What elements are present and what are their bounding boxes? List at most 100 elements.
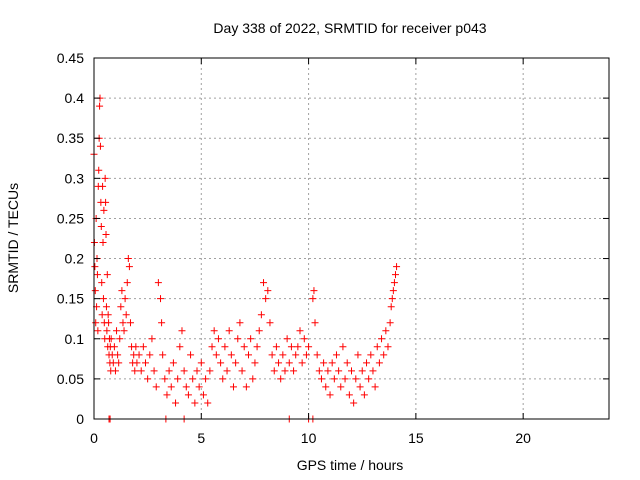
data-point xyxy=(387,303,395,311)
y-tick-label: 0.15 xyxy=(57,291,84,307)
data-point xyxy=(91,287,99,295)
data-point xyxy=(159,351,167,359)
data-point xyxy=(92,319,100,327)
data-point xyxy=(270,367,278,375)
data-point xyxy=(240,343,248,351)
data-point xyxy=(94,327,102,335)
y-tick-label: 0 xyxy=(76,411,84,427)
data-point xyxy=(178,327,186,335)
data-point xyxy=(102,303,110,311)
data-point xyxy=(115,359,123,367)
data-point xyxy=(358,367,366,375)
data-point xyxy=(221,343,229,351)
data-point xyxy=(283,335,291,343)
data-point xyxy=(232,359,240,367)
x-tick-label: 15 xyxy=(408,430,424,446)
data-point xyxy=(187,351,195,359)
data-point xyxy=(204,399,212,407)
data-point xyxy=(343,359,351,367)
data-point xyxy=(95,166,103,174)
data-point xyxy=(238,367,246,375)
data-point xyxy=(369,367,377,375)
data-point xyxy=(217,359,225,367)
x-tick-labels: 0 5 10 15 20 xyxy=(90,430,531,446)
data-point xyxy=(294,343,302,351)
grid-lines xyxy=(94,58,609,419)
data-point xyxy=(182,383,190,391)
data-point xyxy=(363,359,371,367)
data-point xyxy=(96,142,104,150)
data-point xyxy=(382,327,390,335)
data-point xyxy=(317,375,325,383)
data-point xyxy=(390,279,398,287)
x-tick-label: 20 xyxy=(515,430,531,446)
data-point xyxy=(96,102,104,110)
data-point xyxy=(154,279,162,287)
data-point xyxy=(118,287,126,295)
data-point xyxy=(272,343,280,351)
data-point xyxy=(247,335,255,343)
data-point xyxy=(389,287,397,295)
y-tick-label: 0.35 xyxy=(57,130,84,146)
data-point xyxy=(195,383,203,391)
data-point xyxy=(275,359,283,367)
data-point xyxy=(102,230,110,238)
data-point xyxy=(99,295,107,303)
data-point xyxy=(113,327,121,335)
data-point xyxy=(152,383,160,391)
data-point xyxy=(103,327,111,335)
data-point xyxy=(229,383,237,391)
data-point xyxy=(384,343,392,351)
data-point xyxy=(290,367,298,375)
data-point xyxy=(354,351,362,359)
data-point xyxy=(208,343,216,351)
data-point xyxy=(251,359,259,367)
data-point xyxy=(206,367,214,375)
data-point xyxy=(311,319,319,327)
data-point xyxy=(264,287,272,295)
data-point xyxy=(320,359,328,367)
data-point xyxy=(332,351,340,359)
data-point xyxy=(172,399,180,407)
data-point xyxy=(132,343,140,351)
data-point xyxy=(103,271,111,279)
data-point xyxy=(356,383,364,391)
data-point xyxy=(345,391,353,399)
data-point xyxy=(99,182,107,190)
data-point xyxy=(157,295,165,303)
data-point xyxy=(352,375,360,383)
data-point xyxy=(326,391,334,399)
data-point xyxy=(110,343,118,351)
data-point xyxy=(176,343,184,351)
data-point xyxy=(125,263,133,271)
data-point xyxy=(219,375,227,383)
data-point xyxy=(100,206,108,214)
data-point xyxy=(341,375,349,383)
data-point xyxy=(135,351,143,359)
data-point xyxy=(227,351,235,359)
data-point xyxy=(257,311,265,319)
data-point xyxy=(225,327,233,335)
data-point xyxy=(298,359,306,367)
data-point xyxy=(97,222,105,230)
x-tick-label: 0 xyxy=(90,430,98,446)
data-point xyxy=(330,375,338,383)
data-point xyxy=(305,343,313,351)
data-point xyxy=(262,295,270,303)
data-point xyxy=(121,295,129,303)
data-point xyxy=(373,343,381,351)
data-point xyxy=(253,343,261,351)
y-tick-label: 0.45 xyxy=(57,50,84,66)
y-tick-label: 0.3 xyxy=(65,170,85,186)
data-point xyxy=(212,351,220,359)
data-point xyxy=(123,279,131,287)
data-point xyxy=(189,375,197,383)
data-point xyxy=(313,351,321,359)
x-axis-label: GPS time / hours xyxy=(297,457,404,473)
y-tick-label: 0.1 xyxy=(65,331,85,347)
y-tick-label: 0.2 xyxy=(65,251,85,267)
data-point xyxy=(114,351,122,359)
data-point xyxy=(388,295,396,303)
data-point xyxy=(150,367,158,375)
